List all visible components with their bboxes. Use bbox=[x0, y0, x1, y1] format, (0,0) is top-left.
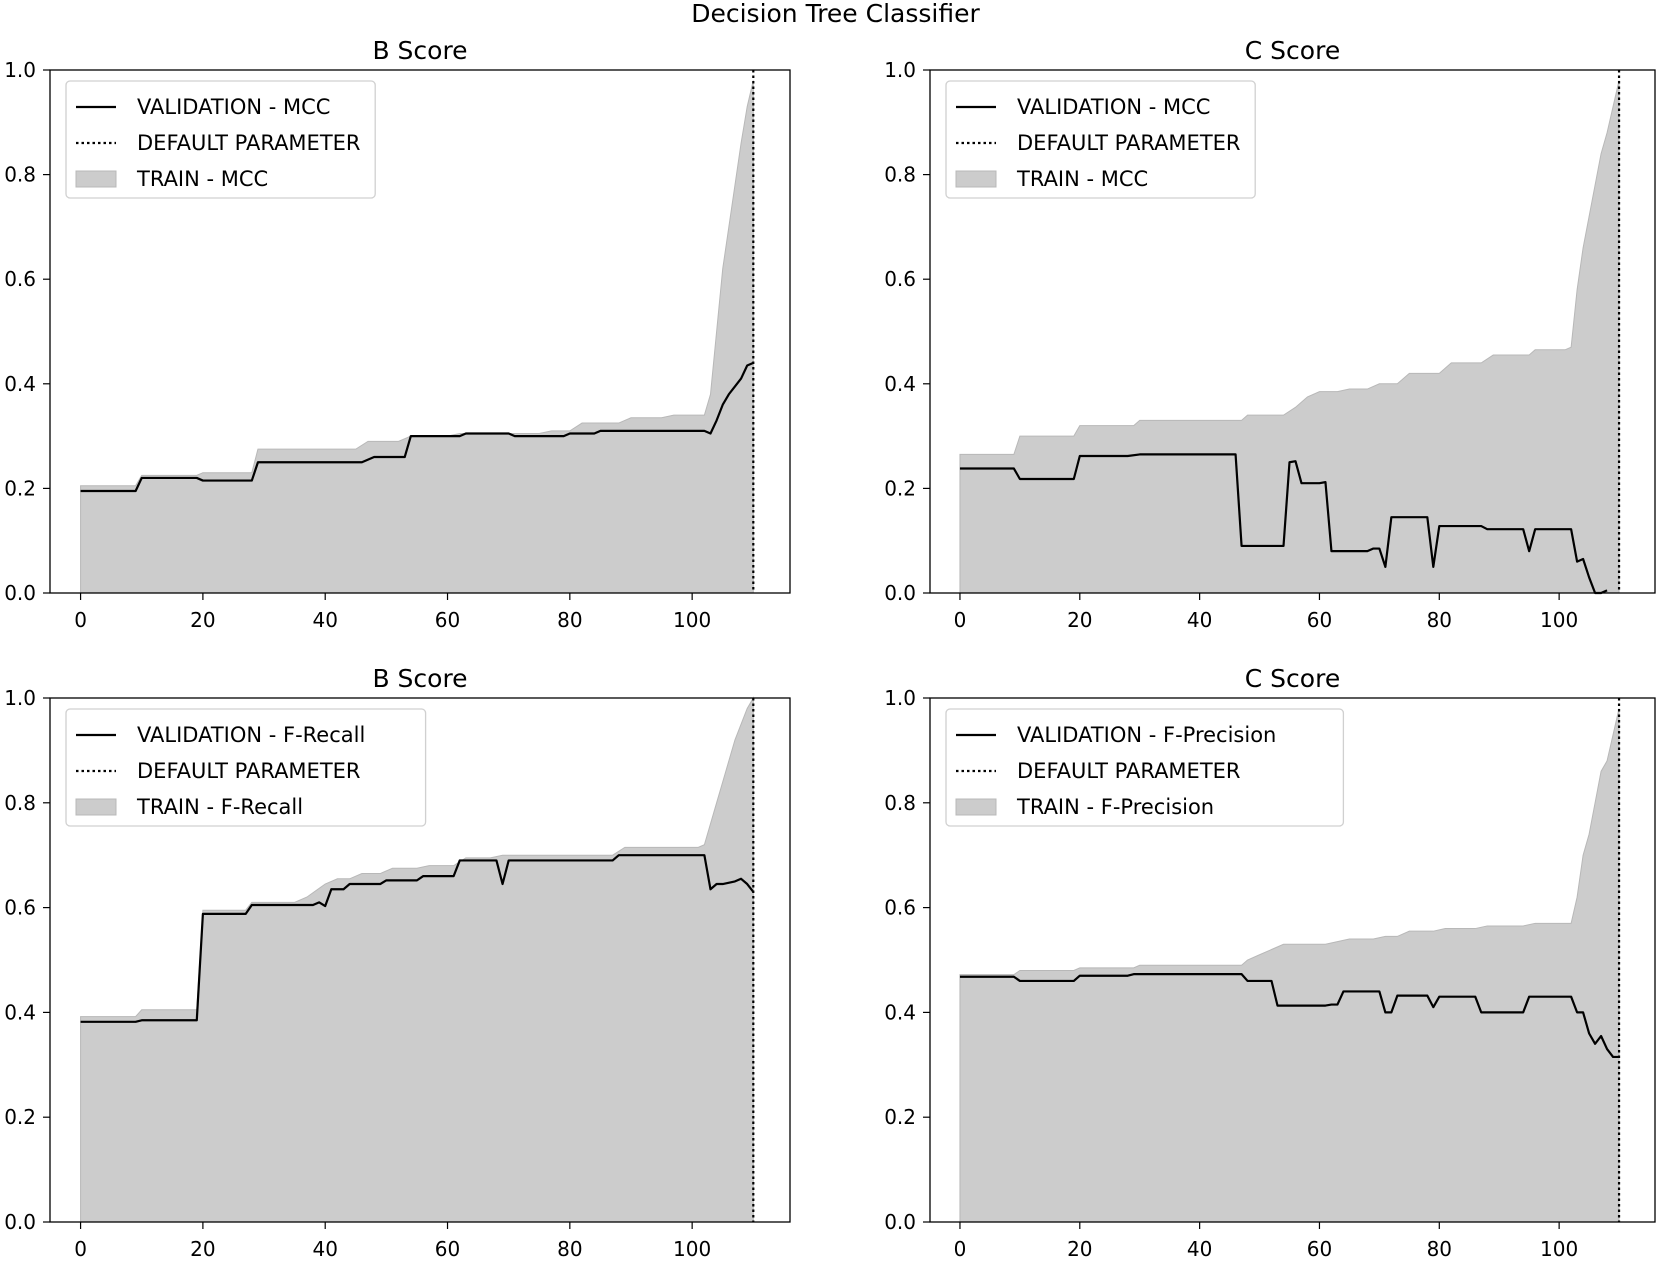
panel-title: C Score bbox=[1245, 664, 1340, 693]
legend-box bbox=[65, 80, 376, 199]
y-tick-label: 1.0 bbox=[4, 686, 36, 710]
y-tick-label: 0.8 bbox=[884, 163, 916, 187]
x-tick-label: 60 bbox=[1307, 1237, 1332, 1261]
y-tick-label: 0.0 bbox=[4, 581, 36, 605]
legend-entry-label: DEFAULT PARAMETER bbox=[137, 131, 361, 155]
figure-title: Decision Tree Classifier bbox=[691, 0, 980, 28]
legend-entry-label: DEFAULT PARAMETER bbox=[1017, 131, 1241, 155]
validation-line bbox=[80, 361, 754, 493]
legend-entry-label: VALIDATION - MCC bbox=[137, 95, 330, 119]
train-area bbox=[959, 80, 1620, 594]
legend-box bbox=[65, 708, 427, 827]
y-tick-label: 1.0 bbox=[884, 686, 916, 710]
y-tick-label: 0.8 bbox=[4, 163, 36, 187]
legend: VALIDATION - F-Precision DEFAULT PARAMETE… bbox=[945, 708, 1345, 827]
y-tick-label: 0.8 bbox=[884, 791, 916, 815]
validation-line bbox=[959, 973, 1620, 1059]
legend-train-swatch bbox=[955, 170, 997, 188]
x-tick-label: 20 bbox=[1067, 1237, 1092, 1261]
legend-entry-label: DEFAULT PARAMETER bbox=[137, 759, 361, 783]
y-tick-label: 0.2 bbox=[4, 476, 36, 500]
y-tick-label: 0.6 bbox=[884, 267, 916, 291]
validation-line bbox=[80, 854, 755, 1023]
x-tick-label: 20 bbox=[1067, 608, 1092, 632]
x-tick-label: 80 bbox=[1427, 1237, 1452, 1261]
x-tick-label: 100 bbox=[673, 608, 711, 632]
legend-box bbox=[945, 708, 1345, 827]
legend-train-swatch bbox=[955, 798, 997, 816]
x-tick-label: 80 bbox=[557, 1237, 582, 1261]
axes-frame bbox=[49, 69, 791, 594]
legend: VALIDATION - MCC DEFAULT PARAMETER TRAIN -… bbox=[65, 80, 376, 199]
x-tick-label: 0 bbox=[74, 1237, 87, 1261]
y-tick-label: 0.6 bbox=[4, 896, 36, 920]
chart-panel-4: C Score 0 20 40 60 80 100 0.0 0.2 0.4 0.6 0.8 1.0 VAL… bbox=[884, 664, 1656, 1261]
axes-frame bbox=[929, 697, 1656, 1223]
chart-panel-1: B Score 0 20 40 60 80 100 0.0 0.2 0.4 0.6 0.8 1.0 VAL… bbox=[4, 36, 791, 632]
y-tick-label: 1.0 bbox=[884, 58, 916, 82]
train-area bbox=[959, 708, 1620, 1223]
y-tick-label: 0.2 bbox=[4, 1105, 36, 1129]
x-tick-label: 100 bbox=[673, 1237, 711, 1261]
x-tick-label: 60 bbox=[1307, 608, 1332, 632]
legend-entry-label: TRAIN - F-Recall bbox=[136, 795, 303, 819]
train-area bbox=[80, 80, 754, 594]
y-tick-label: 0.4 bbox=[884, 1000, 916, 1024]
x-tick-label: 40 bbox=[1187, 1237, 1212, 1261]
legend-entry-label: VALIDATION - MCC bbox=[1017, 95, 1210, 119]
x-tick-label: 40 bbox=[1187, 608, 1212, 632]
legend-box bbox=[945, 80, 1256, 199]
y-tick-label: 0.4 bbox=[884, 372, 916, 396]
legend-entry-label: VALIDATION - F-Precision bbox=[1017, 723, 1276, 747]
x-tick-label: 0 bbox=[74, 608, 87, 632]
chart-panel-3: B Score 0 20 40 60 80 100 0.0 0.2 0.4 0.6 0.8 1.0 VAL… bbox=[4, 664, 791, 1261]
legend-entry-label: DEFAULT PARAMETER bbox=[1017, 759, 1241, 783]
legend-entry-label: TRAIN - MCC bbox=[136, 167, 268, 191]
legend-entry-label: TRAIN - F-Precision bbox=[1016, 795, 1214, 819]
x-tick-label: 0 bbox=[954, 1237, 967, 1261]
legend-entry-label: VALIDATION - F-Recall bbox=[137, 723, 365, 747]
x-tick-label: 20 bbox=[190, 1237, 215, 1261]
train-area bbox=[80, 696, 754, 1223]
x-tick-label: 80 bbox=[1427, 608, 1452, 632]
legend-train-swatch bbox=[75, 798, 117, 816]
panel-title: B Score bbox=[372, 664, 467, 693]
y-tick-label: 0.4 bbox=[4, 1000, 36, 1024]
validation-line bbox=[959, 453, 1608, 595]
legend: VALIDATION - MCC DEFAULT PARAMETER TRAIN -… bbox=[945, 80, 1256, 199]
x-tick-label: 80 bbox=[557, 608, 582, 632]
legend: VALIDATION - F-Recall DEFAULT PARAMETER TR… bbox=[65, 708, 427, 827]
y-tick-label: 0.4 bbox=[4, 372, 36, 396]
y-tick-label: 1.0 bbox=[4, 58, 36, 82]
x-tick-label: 100 bbox=[1540, 608, 1578, 632]
y-tick-label: 0.8 bbox=[4, 791, 36, 815]
x-tick-label: 40 bbox=[312, 608, 337, 632]
legend-entry-label: TRAIN - MCC bbox=[1016, 167, 1148, 191]
y-tick-label: 0.0 bbox=[884, 1210, 916, 1234]
y-tick-label: 0.2 bbox=[884, 476, 916, 500]
y-tick-label: 0.2 bbox=[884, 1105, 916, 1129]
y-tick-label: 0.0 bbox=[4, 1210, 36, 1234]
x-tick-label: 60 bbox=[435, 1237, 460, 1261]
axes-frame bbox=[929, 69, 1656, 594]
panel-title: B Score bbox=[372, 36, 467, 65]
chart-panel-2: C Score 0 20 40 60 80 100 0.0 0.2 0.4 0.6 0.8 1.0 VAL… bbox=[884, 36, 1656, 632]
panel-title: C Score bbox=[1245, 36, 1340, 65]
x-tick-label: 0 bbox=[954, 608, 967, 632]
x-tick-label: 60 bbox=[435, 608, 460, 632]
y-tick-label: 0.0 bbox=[884, 581, 916, 605]
axes-frame bbox=[49, 697, 791, 1223]
x-tick-label: 40 bbox=[312, 1237, 337, 1261]
y-tick-label: 0.6 bbox=[884, 896, 916, 920]
legend-train-swatch bbox=[75, 170, 117, 188]
y-tick-label: 0.6 bbox=[4, 267, 36, 291]
x-tick-label: 20 bbox=[190, 608, 215, 632]
x-tick-label: 100 bbox=[1540, 1237, 1578, 1261]
